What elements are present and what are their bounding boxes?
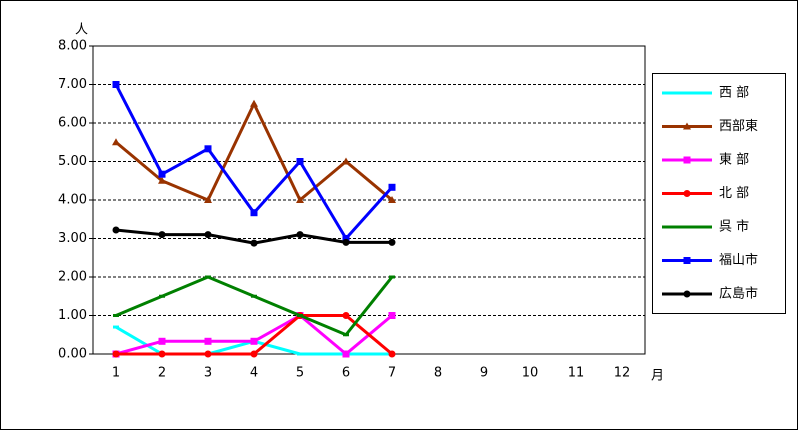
marker: [158, 337, 166, 345]
marker: [112, 81, 120, 88]
legend-label: 西 部: [719, 86, 749, 101]
x-tick-label: 6: [342, 366, 350, 381]
marker: [159, 294, 165, 298]
x-tick-label: 2: [158, 366, 166, 381]
marker: [112, 138, 120, 146]
marker: [684, 225, 690, 229]
y-tick-label: 2.00: [58, 270, 87, 285]
marker: [342, 312, 350, 319]
x-tick-label: 12: [614, 366, 631, 381]
marker: [683, 156, 691, 164]
marker: [683, 257, 691, 264]
legend-label: 広島市: [719, 286, 758, 302]
marker: [296, 231, 304, 239]
x-tick-label: 11: [568, 366, 585, 381]
marker: [342, 235, 350, 242]
marker: [342, 350, 350, 358]
y-tick-label: 6.00: [58, 116, 87, 131]
marker: [112, 226, 120, 234]
marker: [683, 290, 691, 298]
marker: [158, 170, 166, 178]
x-tick-label: 9: [480, 366, 488, 381]
marker: [388, 183, 396, 191]
x-tick-label: 4: [250, 366, 258, 381]
marker: [388, 312, 396, 319]
marker: [204, 196, 212, 203]
marker: [158, 350, 166, 358]
marker: [683, 122, 691, 130]
marker: [204, 145, 212, 153]
y-tick-label: 8.00: [58, 39, 87, 54]
legend-label: 呉 市: [719, 219, 749, 235]
marker: [113, 325, 119, 329]
marker: [342, 157, 350, 165]
marker: [342, 238, 350, 246]
legend-label: 北 部: [719, 186, 749, 201]
marker: [250, 209, 258, 217]
marker: [158, 176, 166, 184]
marker: [296, 158, 304, 165]
marker: [296, 196, 304, 203]
marker: [204, 337, 212, 345]
marker: [683, 190, 691, 197]
marker: [158, 231, 166, 239]
marker: [388, 238, 396, 246]
legend-label: 福山市: [719, 252, 758, 268]
x-unit: 月: [651, 369, 664, 384]
x-tick-label: 7: [388, 366, 396, 381]
x-tick-label: 10: [522, 366, 539, 381]
x-tick-label: 8: [434, 366, 442, 381]
marker: [297, 352, 303, 356]
marker: [343, 333, 349, 337]
marker: [205, 275, 211, 279]
marker: [388, 350, 396, 358]
marker: [250, 350, 258, 358]
marker: [250, 99, 258, 107]
marker: [251, 294, 257, 298]
x-tick-label: 1: [112, 366, 120, 381]
marker: [204, 231, 212, 239]
marker: [389, 275, 395, 279]
marker: [684, 91, 690, 95]
marker: [388, 196, 396, 203]
x-tick-label: 3: [204, 366, 212, 381]
y-tick-label: 0.00: [58, 347, 87, 362]
y-tick-label: 3.00: [58, 231, 87, 246]
marker: [250, 337, 258, 345]
y-tick-label: 4.00: [58, 193, 87, 208]
y-tick-label: 5.00: [58, 154, 87, 169]
legend-label: 西部東: [719, 118, 758, 134]
y-tick-label: 1.00: [58, 308, 87, 323]
marker: [112, 350, 120, 358]
y-unit: 人: [75, 23, 88, 38]
marker: [250, 239, 258, 247]
marker: [113, 314, 119, 317]
x-tick-label: 5: [296, 366, 304, 381]
legend-label: 東 部: [719, 152, 749, 168]
y-tick-label: 7.00: [58, 77, 87, 92]
marker: [297, 314, 303, 317]
marker: [204, 350, 212, 358]
